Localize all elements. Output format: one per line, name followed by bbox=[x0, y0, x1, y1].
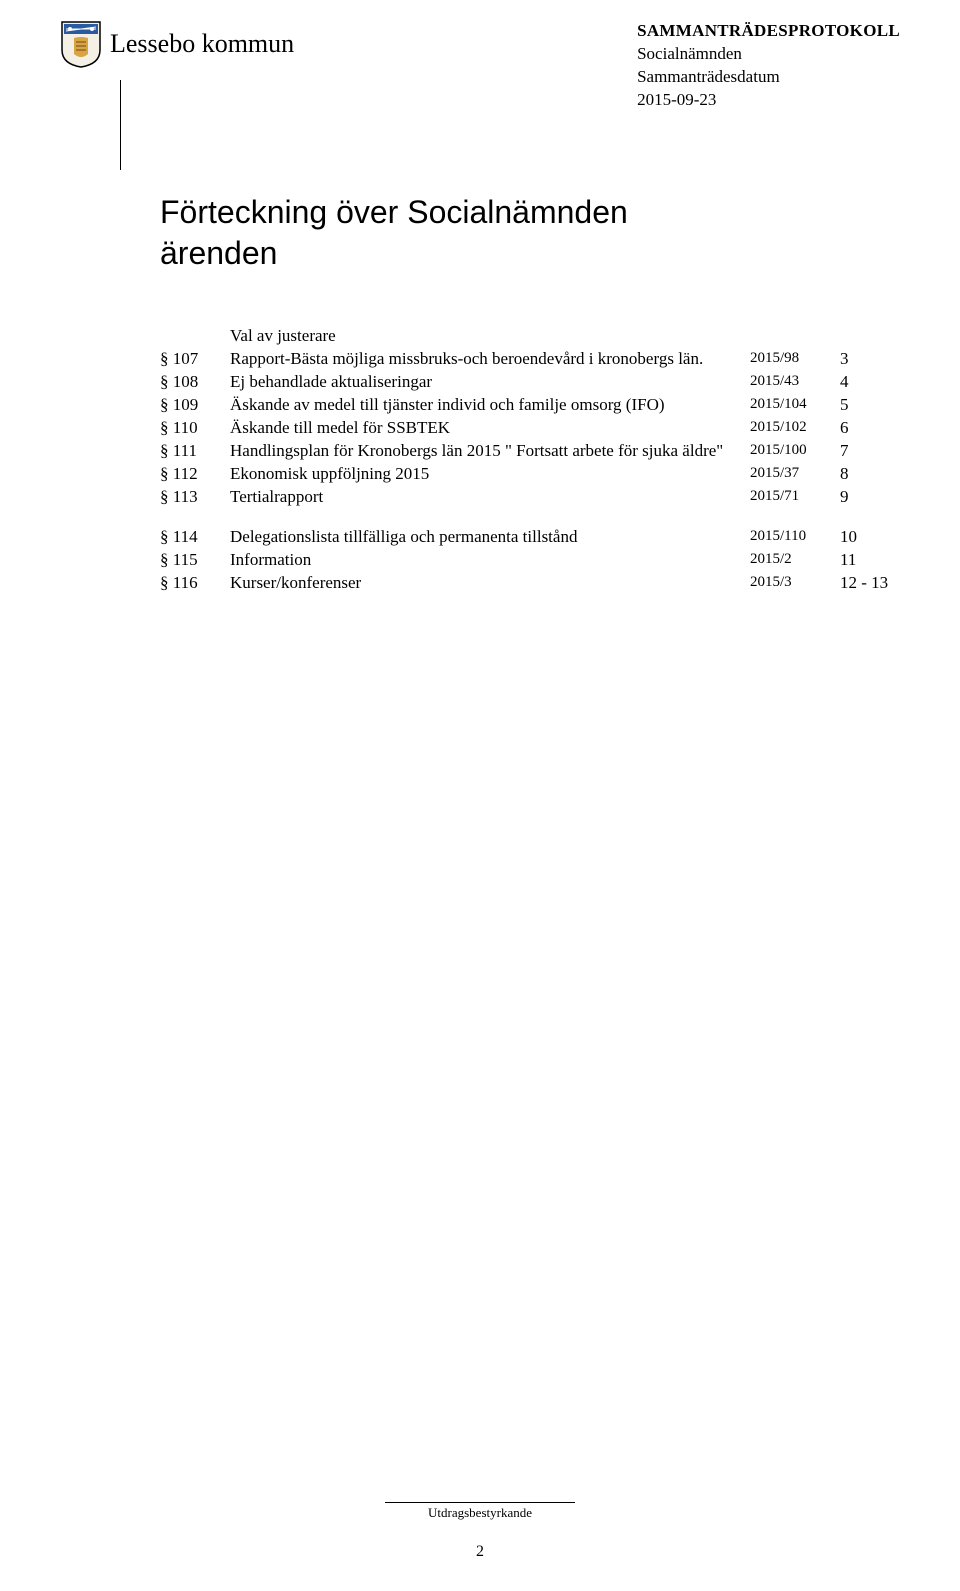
toc-item-page: 9 bbox=[840, 486, 900, 509]
toc-item-title: Ej behandlade aktualiseringar bbox=[230, 371, 750, 394]
meeting-label: Sammanträdesdatum bbox=[637, 66, 900, 89]
toc-item-num: § 109 bbox=[160, 394, 230, 417]
toc-item-ref: 2015/110 bbox=[750, 526, 840, 546]
toc-row: § 108Ej behandlade aktualiseringar2015/4… bbox=[160, 371, 900, 394]
toc-item-ref: 2015/2 bbox=[750, 549, 840, 569]
toc-row: § 112Ekonomisk uppföljning 20152015/378 bbox=[160, 463, 900, 486]
toc-item-num: § 107 bbox=[160, 348, 230, 371]
toc-item-ref: 2015/98 bbox=[750, 348, 840, 368]
toc-gap bbox=[160, 508, 900, 526]
toc-item-num: § 112 bbox=[160, 463, 230, 486]
toc-item-page: 6 bbox=[840, 417, 900, 440]
page: Lessebo kommun SAMMANTRÄDESPROTOKOLL Soc… bbox=[0, 0, 960, 1591]
logo-block: Lessebo kommun bbox=[60, 20, 294, 68]
header: Lessebo kommun SAMMANTRÄDESPROTOKOLL Soc… bbox=[60, 20, 900, 112]
toc-item-num: § 115 bbox=[160, 549, 230, 572]
toc-item-page: 3 bbox=[840, 348, 900, 371]
kommun-name: Lessebo kommun bbox=[110, 29, 294, 59]
toc-item-page: 7 bbox=[840, 440, 900, 463]
toc-item-title: Rapport-Bästa möjliga missbruks-och bero… bbox=[230, 348, 750, 371]
toc-item-num: § 110 bbox=[160, 417, 230, 440]
toc-item-num: § 111 bbox=[160, 440, 230, 463]
toc-item-title: Delegationslista tillfälliga och permane… bbox=[230, 526, 750, 549]
toc-item-title: Handlingsplan för Kronobergs län 2015 " … bbox=[230, 440, 750, 463]
meeting-date: 2015-09-23 bbox=[637, 89, 900, 112]
toc-item-num: § 114 bbox=[160, 526, 230, 549]
toc-item-title: Information bbox=[230, 549, 750, 572]
footer: Utdragsbestyrkande 2 bbox=[0, 1502, 960, 1561]
footer-label: Utdragsbestyrkande bbox=[0, 1505, 960, 1521]
toc-item-ref: 2015/71 bbox=[750, 486, 840, 506]
toc-header-title: Val av justerare bbox=[230, 325, 750, 348]
vertical-divider bbox=[120, 80, 121, 170]
title-line-1: Förteckning över Socialnämnden bbox=[160, 194, 628, 230]
footer-pagenum: 2 bbox=[0, 1543, 960, 1561]
footer-line bbox=[385, 1502, 575, 1503]
toc-item-ref: 2015/43 bbox=[750, 371, 840, 391]
toc-item-title: Äskande av medel till tjänster individ o… bbox=[230, 394, 750, 417]
toc-row: § 115Information2015/211 bbox=[160, 549, 900, 572]
toc-row: § 109Äskande av medel till tjänster indi… bbox=[160, 394, 900, 417]
toc-row: § 113Tertialrapport2015/719 bbox=[160, 486, 900, 509]
protocol-title: SAMMANTRÄDESPROTOKOLL bbox=[637, 20, 900, 43]
page-title: Förteckning över Socialnämnden ärenden bbox=[160, 192, 900, 275]
toc-item-num: § 113 bbox=[160, 486, 230, 509]
toc-row: § 110Äskande till medel för SSBTEK2015/1… bbox=[160, 417, 900, 440]
toc-header-row: Val av justerare bbox=[160, 325, 900, 348]
toc-row: § 111Handlingsplan för Kronobergs län 20… bbox=[160, 440, 900, 463]
toc-item-ref: 2015/102 bbox=[750, 417, 840, 437]
toc-item-ref: 2015/3 bbox=[750, 572, 840, 592]
toc-item-page: 5 bbox=[840, 394, 900, 417]
toc-item-page: 11 bbox=[840, 549, 900, 572]
toc-list-2: § 114Delegationslista tillfälliga och pe… bbox=[160, 526, 900, 595]
toc-item-title: Ekonomisk uppföljning 2015 bbox=[230, 463, 750, 486]
toc-item-num: § 116 bbox=[160, 572, 230, 595]
toc-item-ref: 2015/100 bbox=[750, 440, 840, 460]
toc-item-page: 12 - 13 bbox=[840, 572, 900, 595]
toc-item-title: Tertialrapport bbox=[230, 486, 750, 509]
toc-row: § 116Kurser/konferenser2015/312 - 13 bbox=[160, 572, 900, 595]
toc-item-ref: 2015/104 bbox=[750, 394, 840, 414]
toc-row: § 107Rapport-Bästa möjliga missbruks-och… bbox=[160, 348, 900, 371]
title-line-2: ärenden bbox=[160, 235, 277, 271]
toc-item-ref: 2015/37 bbox=[750, 463, 840, 483]
toc-item-page: 10 bbox=[840, 526, 900, 549]
crest-icon bbox=[60, 20, 102, 68]
toc-item-num: § 108 bbox=[160, 371, 230, 394]
header-right: SAMMANTRÄDESPROTOKOLL Socialnämnden Samm… bbox=[637, 20, 900, 112]
content: Förteckning över Socialnämnden ärenden V… bbox=[160, 192, 900, 596]
toc-item-page: 8 bbox=[840, 463, 900, 486]
toc-block: Val av justerare § 107Rapport-Bästa möjl… bbox=[160, 325, 900, 595]
board-name: Socialnämnden bbox=[637, 43, 900, 66]
toc-list-1: § 107Rapport-Bästa möjliga missbruks-och… bbox=[160, 348, 900, 509]
toc-row: § 114Delegationslista tillfälliga och pe… bbox=[160, 526, 900, 549]
toc-item-title: Äskande till medel för SSBTEK bbox=[230, 417, 750, 440]
toc-item-title: Kurser/konferenser bbox=[230, 572, 750, 595]
toc-item-page: 4 bbox=[840, 371, 900, 394]
